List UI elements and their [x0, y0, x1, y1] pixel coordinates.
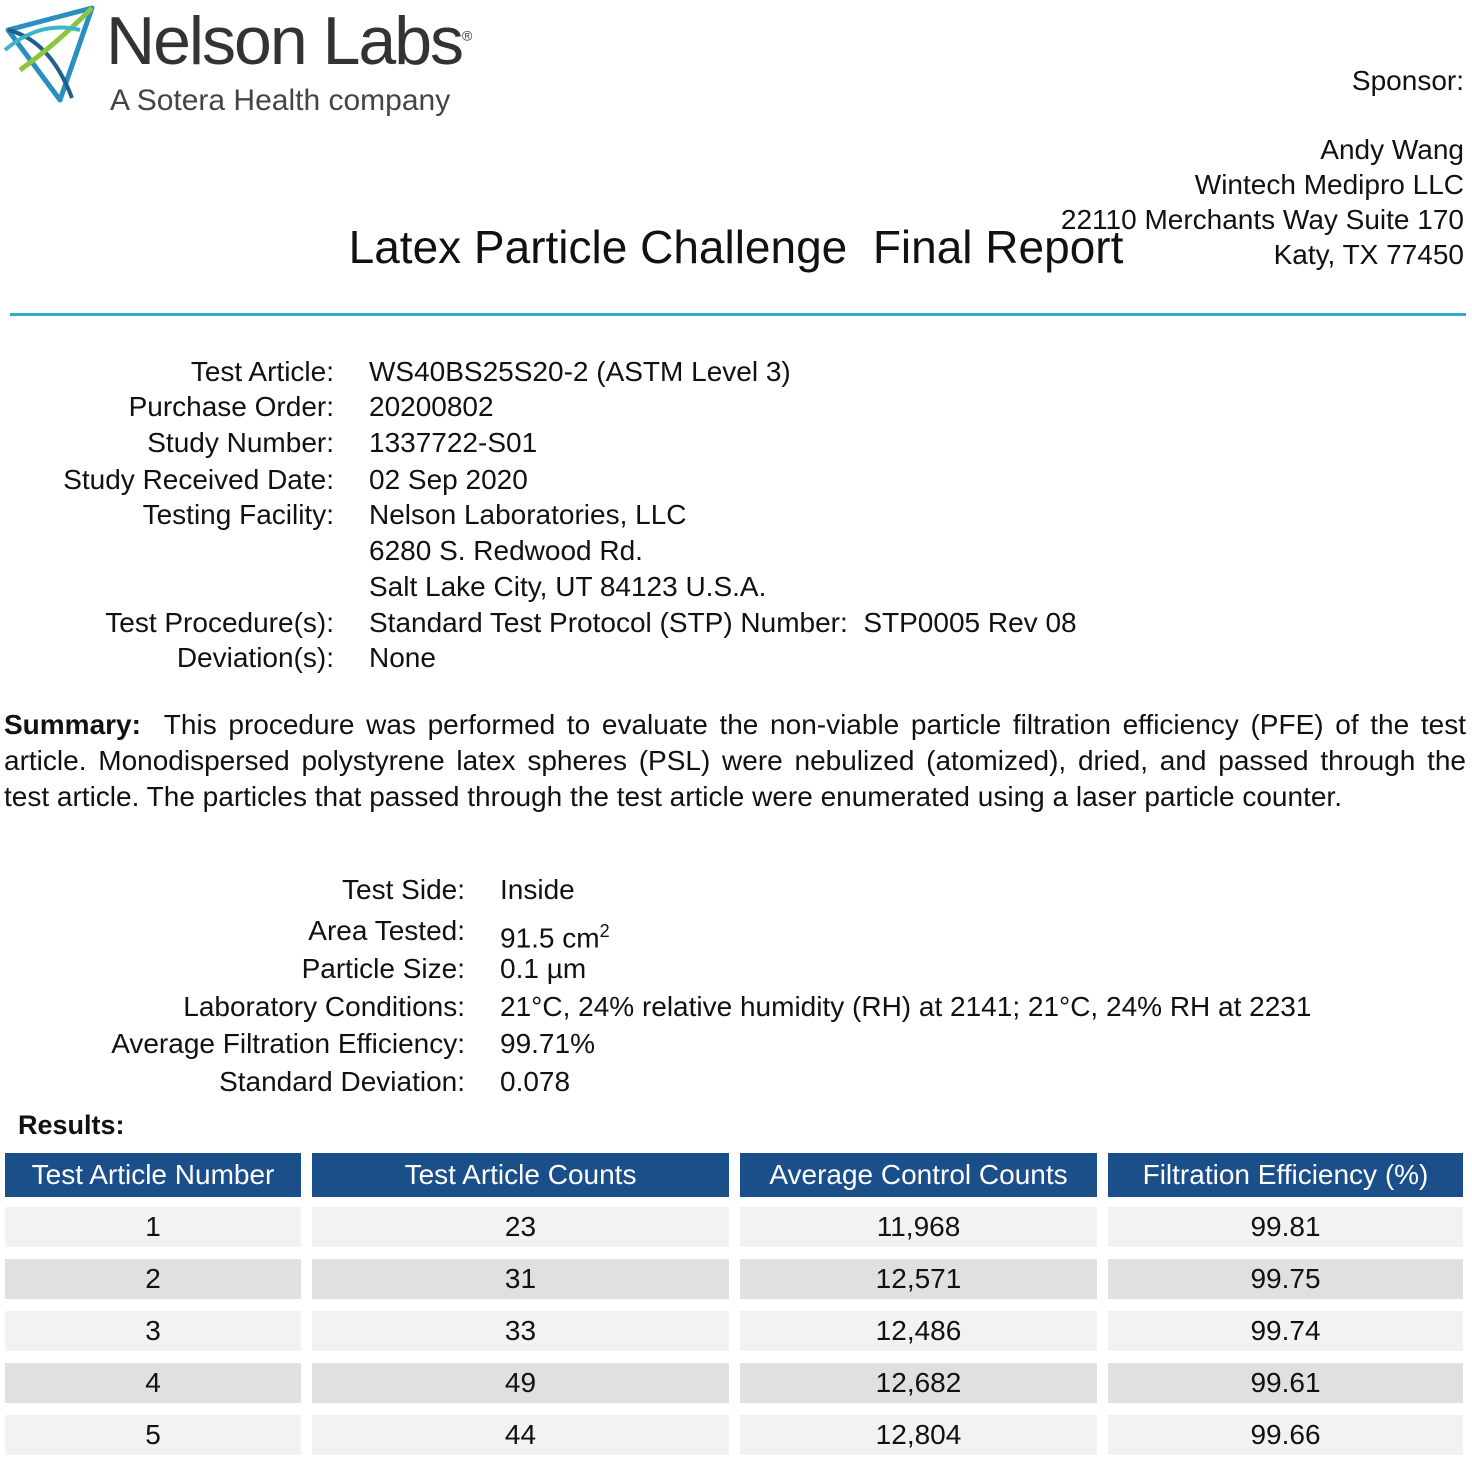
table-cell: 5 [5, 1415, 301, 1455]
report-title: Latex Particle Challenge Final Report [348, 221, 1124, 273]
table-cell: 99.75 [1108, 1259, 1463, 1299]
table-cell: 99.74 [1108, 1311, 1463, 1351]
table-cell: 31 [312, 1259, 729, 1299]
table-cell: 12,682 [740, 1363, 1097, 1403]
column-header: Test Article Number [5, 1153, 301, 1197]
table-cell: 23 [312, 1207, 729, 1247]
detail-label: Study Number: [147, 427, 334, 458]
detail-value: 20200802 [369, 391, 494, 422]
results-label: Results: [18, 1110, 125, 1140]
summary-label: Summary: [4, 709, 141, 740]
detail-value: 1337722-S01 [369, 427, 538, 458]
summary: Summary: This procedure was performed to… [4, 707, 1466, 815]
table-cell: 11,968 [740, 1207, 1097, 1247]
condition-label: Area Tested: [308, 915, 465, 946]
superscript: 2 [599, 921, 610, 941]
condition-value: 0.1 µm [500, 953, 587, 984]
sponsor-line: Katy, TX 77450 [1273, 239, 1464, 270]
condition-value: 99.71% [500, 1028, 595, 1059]
table-cell: 3 [5, 1311, 301, 1351]
sponsor-line: 22110 Merchants Way Suite 170 [1060, 204, 1464, 235]
detail-value: None [369, 642, 436, 673]
condition-label: Average Filtration Efficiency: [111, 1028, 465, 1059]
condition-label: Particle Size: [301, 953, 465, 984]
table-cell: 49 [312, 1363, 729, 1403]
detail-label: Deviation(s): [176, 642, 334, 673]
table-cell: 4 [5, 1363, 301, 1403]
column-header: Test Article Counts [312, 1153, 729, 1197]
table-cell: 12,486 [740, 1311, 1097, 1351]
sponsor-label: Sponsor: [1351, 65, 1464, 96]
table-cell: 1 [5, 1207, 301, 1247]
table-cell: 99.66 [1108, 1415, 1463, 1455]
sponsor-line: Wintech Medipro LLC [1194, 169, 1464, 200]
detail-label: Test Article: [190, 356, 334, 387]
condition-value: Inside [500, 874, 575, 905]
detail-value: Salt Lake City, UT 84123 U.S.A. [369, 571, 767, 602]
table-cell: 12,571 [740, 1259, 1097, 1299]
tagline: A Sotera Health company [110, 84, 451, 117]
sponsor-line: Andy Wang [1320, 134, 1464, 165]
condition-label: Standard Deviation: [219, 1066, 465, 1097]
detail-value: Standard Test Protocol (STP) Number: STP… [369, 607, 1077, 638]
detail-value: WS40BS25S20-2 (ASTM Level 3) [369, 356, 791, 387]
condition-label: Test Side: [342, 874, 465, 905]
condition-value: 21°C, 24% relative humidity (RH) at 2141… [500, 991, 1312, 1022]
detail-label: Test Procedure(s): [105, 607, 334, 638]
table-cell: 2 [5, 1259, 301, 1299]
condition-value: 91.5 cm2 [500, 921, 610, 954]
detail-value: 6280 S. Redwood Rd. [369, 535, 643, 566]
condition-value: 0.078 [500, 1066, 571, 1097]
table-cell: 99.81 [1108, 1207, 1463, 1247]
table-cell: 99.61 [1108, 1363, 1463, 1403]
table-cell: 44 [312, 1415, 729, 1455]
column-header: Average Control Counts [740, 1153, 1097, 1197]
condition-label: Laboratory Conditions: [183, 991, 465, 1022]
detail-label: Testing Facility: [142, 499, 334, 530]
logo-icon [3, 5, 95, 103]
detail-value: Nelson Laboratories, LLC [369, 499, 687, 530]
detail-label: Purchase Order: [128, 391, 334, 422]
sponsor-block: Sponsor: Andy Wang Wintech Medipro LLC 221… [1061, 0, 1464, 272]
table-cell: 33 [312, 1311, 729, 1351]
detail-label: Study Received Date: [63, 464, 334, 495]
detail-value: 02 Sep 2020 [369, 464, 528, 495]
company-name: Nelson Labs® [106, 3, 472, 79]
summary-text: This procedure was performed to evaluate… [4, 709, 1467, 812]
divider [10, 313, 1466, 316]
table-cell: 12,804 [740, 1415, 1097, 1455]
column-header: Filtration Efficiency (%) [1108, 1153, 1463, 1197]
